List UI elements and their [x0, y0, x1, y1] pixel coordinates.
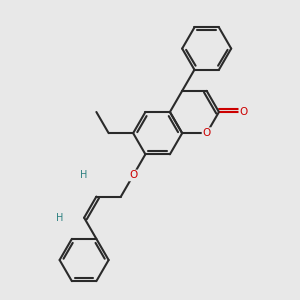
Text: H: H [80, 170, 88, 180]
Text: O: O [202, 128, 211, 138]
Text: O: O [129, 170, 137, 180]
Text: O: O [239, 107, 247, 117]
Text: H: H [56, 213, 63, 223]
